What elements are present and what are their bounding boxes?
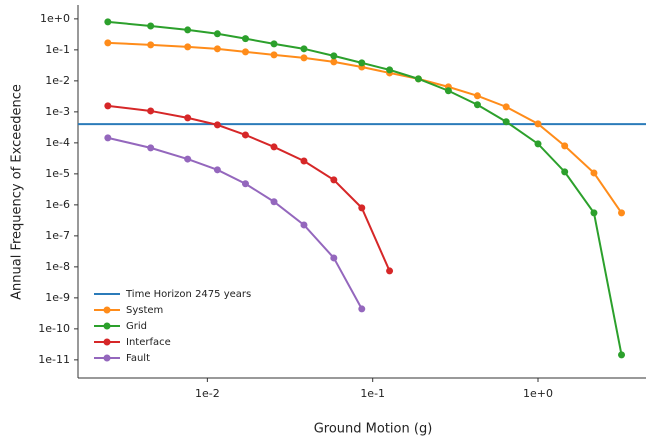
data-point <box>104 39 112 47</box>
data-point <box>502 103 510 111</box>
data-point <box>147 144 155 152</box>
data-point <box>330 254 338 262</box>
y-tick-label: 1e+0 <box>40 12 70 25</box>
legend-label: Interface <box>126 337 171 348</box>
data-point <box>473 92 481 100</box>
data-point <box>358 305 366 313</box>
data-point <box>358 59 366 67</box>
data-point <box>618 209 626 217</box>
data-point <box>241 35 249 43</box>
y-tick-label: 1e-1 <box>45 43 70 56</box>
y-tick-label: 1e-7 <box>45 229 70 242</box>
data-point <box>300 157 308 165</box>
data-point <box>147 22 155 30</box>
data-point <box>590 209 598 217</box>
data-point <box>213 45 221 53</box>
data-point <box>300 221 308 229</box>
data-point <box>473 101 481 109</box>
data-point <box>444 87 452 95</box>
legend-label: Fault <box>126 353 150 364</box>
data-point <box>618 351 626 359</box>
series-line <box>107 136 363 310</box>
x-axis-label: Ground Motion (g) <box>314 422 433 437</box>
legend-marker <box>103 354 111 362</box>
data-point <box>241 131 249 139</box>
series-line <box>107 104 391 272</box>
legend-label: Grid <box>126 321 147 332</box>
data-point <box>184 43 192 51</box>
series-line <box>107 20 623 356</box>
data-point <box>534 140 542 148</box>
data-point <box>330 52 338 60</box>
data-point <box>184 155 192 163</box>
data-point <box>386 66 394 74</box>
data-point <box>502 118 510 126</box>
legend-label: System <box>126 305 163 316</box>
x-tick-label: 1e-2 <box>195 387 220 400</box>
data-point <box>590 169 598 177</box>
data-point <box>330 176 338 184</box>
y-tick-label: 1e-2 <box>45 74 70 87</box>
y-tick-label: 1e-4 <box>45 136 70 149</box>
data-point <box>270 40 278 48</box>
data-point <box>104 102 112 110</box>
data-point <box>104 18 112 26</box>
y-tick-label: 1e-5 <box>45 167 70 180</box>
y-tick-label: 1e-8 <box>45 260 70 273</box>
legend-marker <box>103 322 111 330</box>
data-point <box>213 166 221 174</box>
y-tick-label: 1e-10 <box>38 322 70 335</box>
legend-label: Time Horizon 2475 years <box>125 289 251 300</box>
data-point <box>241 48 249 56</box>
data-point <box>213 30 221 38</box>
data-point <box>300 54 308 62</box>
data-point <box>330 58 338 66</box>
data-point <box>534 120 542 128</box>
data-point <box>270 51 278 59</box>
y-tick-label: 1e-6 <box>45 198 70 211</box>
series-line <box>107 41 623 214</box>
y-axis-label: Annual Frequency of Exceedence <box>10 84 25 300</box>
data-point <box>241 180 249 188</box>
data-point <box>358 204 366 212</box>
data-point <box>561 168 569 176</box>
y-tick-label: 1e-9 <box>45 291 70 304</box>
data-point <box>147 107 155 115</box>
data-point <box>184 114 192 122</box>
data-point <box>104 134 112 142</box>
legend-marker <box>103 306 111 314</box>
data-point <box>147 41 155 49</box>
y-tick-label: 1e-3 <box>45 105 70 118</box>
data-point <box>414 75 422 83</box>
y-tick-label: 1e-11 <box>38 353 70 366</box>
data-point <box>213 121 221 129</box>
legend-marker <box>103 338 111 346</box>
x-tick-label: 1e+0 <box>523 387 553 400</box>
x-tick-label: 1e-1 <box>360 387 385 400</box>
data-point <box>184 26 192 34</box>
data-point <box>270 143 278 151</box>
data-point <box>300 45 308 53</box>
data-point <box>386 267 394 275</box>
data-point <box>561 142 569 150</box>
data-point <box>270 198 278 206</box>
